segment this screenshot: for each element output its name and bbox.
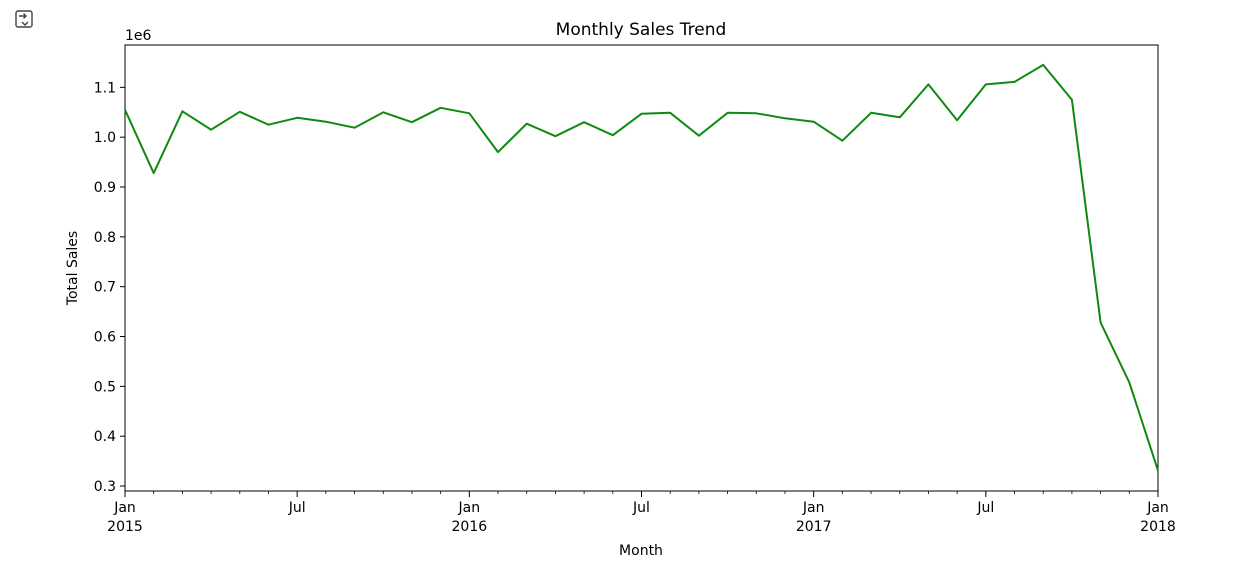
y-tick-label-5: 0.8 [94,230,116,246]
y-tick-label-4: 0.7 [94,280,116,296]
output-toggle-icon[interactable] [14,8,36,30]
y-tick-label-3: 0.6 [94,330,116,346]
x-tick-label-4: Jan [802,500,825,516]
y-tick-label-7: 1.0 [94,130,116,146]
y-tick-label-2: 0.5 [94,379,116,395]
x-tick-year-2: 2016 [452,519,488,535]
y-axis-label: Total Sales [65,231,81,306]
x-tick-label-6: Jan [1146,500,1169,516]
x-tick-label-5: Jul [976,500,994,516]
y-tick-label-0: 0.3 [94,479,116,495]
x-tick-year-6: 2018 [1140,519,1176,535]
plot-frame [124,44,1159,492]
y-tick-label-8: 1.1 [94,80,116,96]
x-tick-label-3: Jul [632,500,650,516]
x-tick-label-0: Jan [113,500,136,516]
x-tick-label-1: Jul [288,500,306,516]
y-tick-label-1: 0.4 [94,429,116,445]
x-tick-year-0: 2015 [107,519,143,535]
sales-line [124,63,1159,471]
x-tick-label-2: Jan [458,500,481,516]
x-axis-label: Month [619,543,663,559]
y-offset-label: 1e6 [125,28,152,44]
x-tick-year-4: 2017 [796,519,832,535]
y-tick-label-6: 0.9 [94,180,116,196]
chart-title: Monthly Sales Trend [556,20,727,40]
